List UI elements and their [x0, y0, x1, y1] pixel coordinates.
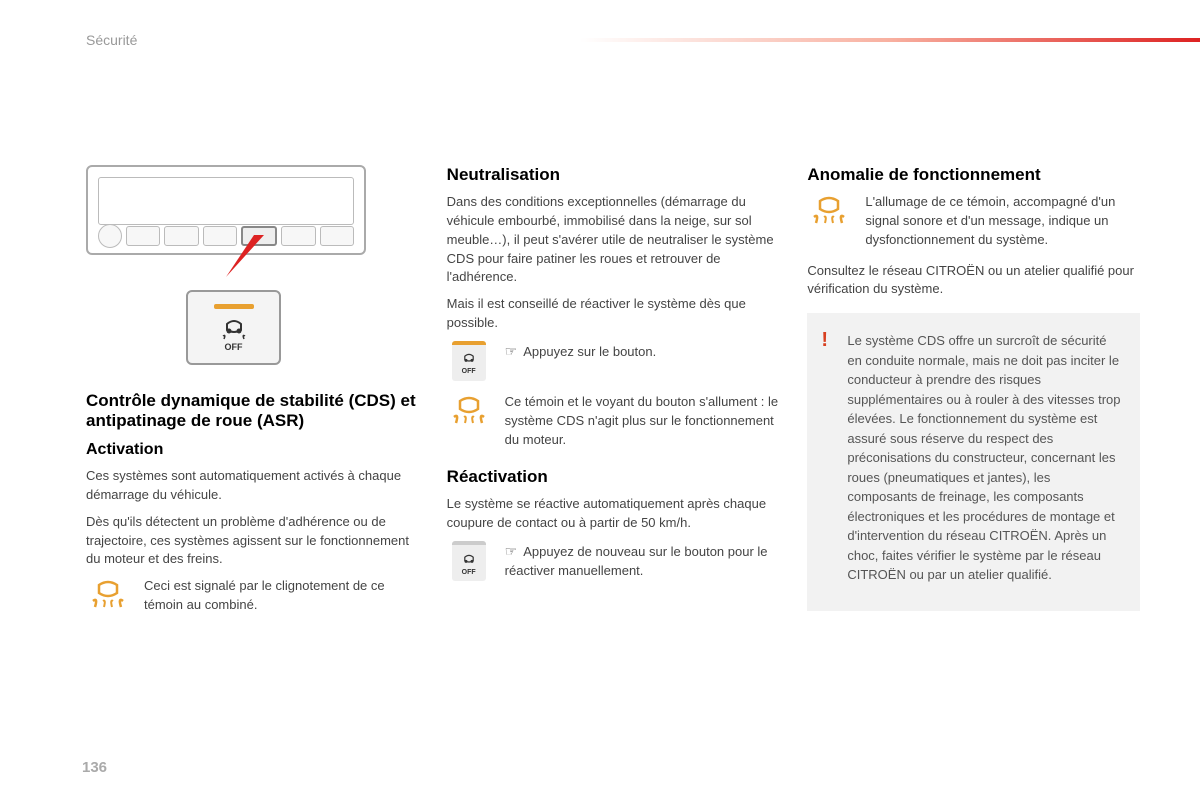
neutralisation-heading: Neutralisation [447, 165, 780, 185]
dash-button [164, 226, 198, 246]
press-button-text: ☞Appuyez sur le bouton. [505, 341, 780, 362]
neutralisation-text-1: Dans des conditions exceptionnelles (dém… [447, 193, 780, 287]
cds-asr-title: Contrôle dynamique de stabilité (CDS) et… [86, 391, 419, 431]
section-label: Sécurité [0, 32, 137, 48]
off-label: OFF [462, 569, 476, 576]
warning-box: ! Le système CDS offre un surcroît de sé… [807, 313, 1140, 611]
dash-knob [98, 224, 122, 248]
reactivation-press-text: ☞Appuyez de nouveau sur le bouton pour l… [505, 541, 780, 581]
off-label: OFF [462, 368, 476, 375]
activation-indicator-row: Ceci est signalé par le clignotement de … [86, 577, 419, 615]
warning-text: Le système CDS offre un surcroît de sécu… [823, 331, 1122, 585]
anomalie-indicator-text: L'allumage de ce témoin, accompagné d'un… [865, 193, 1140, 250]
activation-text-2: Dès qu'ils détectent un problème d'adhér… [86, 513, 419, 570]
column-2: Neutralisation Dans des conditions excep… [447, 165, 780, 627]
anomalie-consult-text: Consultez le réseau CITROËN ou un atelie… [807, 262, 1140, 300]
reactivation-heading: Réactivation [447, 467, 780, 487]
esp-off-button-icon: OFF [452, 341, 486, 381]
reactivation-press-row: OFF ☞Appuyez de nouveau sur le bouton po… [447, 541, 780, 581]
page-number: 136 [82, 759, 107, 776]
esp-off-button-large: OFF [186, 290, 281, 365]
activation-heading: Activation [86, 441, 419, 459]
skid-warning-icon [450, 393, 488, 425]
column-3: Anomalie de fonctionnement L'allumage de… [807, 165, 1140, 627]
neutralisation-text-2: Mais il est conseillé de réactiver le sy… [447, 295, 780, 333]
activation-indicator-text: Ceci est signalé par le clignotement de … [144, 577, 419, 615]
content-area: OFF Contrôle dynamique de stabilité (CDS… [86, 165, 1140, 627]
dash-button [126, 226, 160, 246]
skid-warning-icon [89, 577, 127, 609]
indicator-lit-row: Ce témoin et le voyant du bouton s'allum… [447, 393, 780, 450]
warning-exclamation-icon: ! [821, 329, 828, 352]
reactivation-text-1: Le système se réactive automatiquement a… [447, 495, 780, 533]
press-button-row: OFF ☞Appuyez sur le bouton. [447, 341, 780, 381]
activation-text-1: Ces systèmes sont automatiquement activé… [86, 467, 419, 505]
pointer-icon: ☞ [505, 343, 518, 359]
off-label: OFF [225, 342, 243, 352]
page-header: Sécurité [0, 30, 1200, 50]
callout-arrow-icon [206, 235, 286, 285]
header-gradient [580, 38, 1200, 42]
pointer-icon: ☞ [505, 543, 518, 559]
esp-off-button-icon: OFF [452, 541, 486, 581]
anomalie-heading: Anomalie de fonctionnement [807, 165, 1140, 185]
indicator-lit-text: Ce témoin et le voyant du bouton s'allum… [505, 393, 780, 450]
anomalie-indicator-row: L'allumage de ce témoin, accompagné d'un… [807, 193, 1140, 250]
car-skid-icon [219, 314, 249, 340]
column-1: OFF Contrôle dynamique de stabilité (CDS… [86, 165, 419, 627]
dash-button [320, 226, 354, 246]
dash-button [281, 226, 315, 246]
skid-warning-icon [810, 193, 848, 225]
